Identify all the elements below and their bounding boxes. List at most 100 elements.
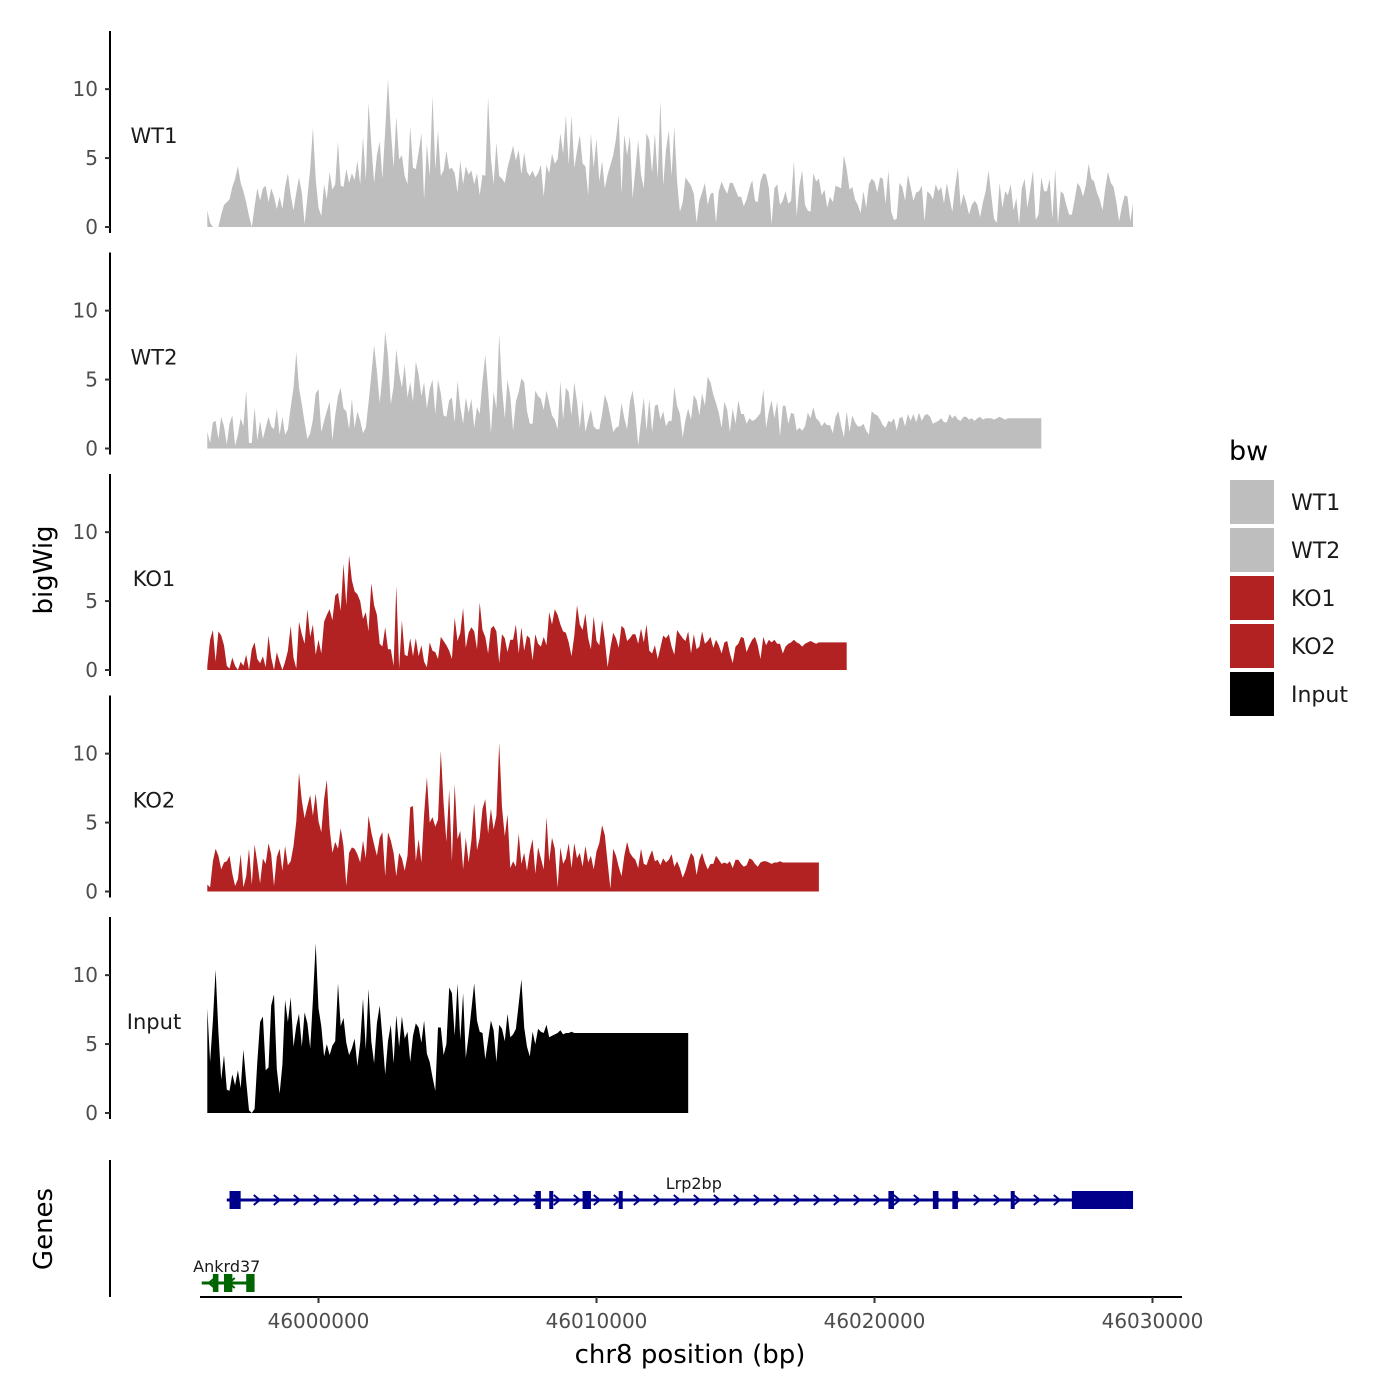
- strand-arrow: [393, 1194, 402, 1206]
- legend-label: KO2: [1291, 635, 1336, 660]
- y-axis-title: bigWig: [29, 525, 59, 614]
- y-tick-label: 10: [73, 520, 98, 544]
- strand-arrow: [713, 1194, 722, 1206]
- coverage-area: [207, 79, 1134, 227]
- legend-swatch: [1230, 576, 1274, 620]
- x-tick-label: 46000000: [268, 1309, 370, 1333]
- strand-arrow: [753, 1194, 762, 1206]
- y-tick-label: 10: [73, 299, 98, 323]
- legend-swatch: [1230, 480, 1274, 524]
- strand-arrow: [353, 1194, 362, 1206]
- track-input: 0 5 10 Input: [73, 917, 689, 1125]
- y-tick-label: 10: [73, 742, 98, 766]
- y-tick-label: 0: [85, 658, 98, 682]
- exon-block: [549, 1191, 554, 1209]
- strand-arrow: [833, 1194, 842, 1206]
- exon-block: [618, 1191, 623, 1209]
- strand-arrow: [793, 1194, 802, 1206]
- x-axis-title: chr8 position (bp): [575, 1340, 806, 1370]
- legend: bw WT1 WT2 KO1 KO2 Input: [1229, 436, 1348, 716]
- strand-arrow: [653, 1194, 662, 1206]
- exon-block: [1071, 1191, 1134, 1209]
- track-label: KO1: [133, 567, 176, 591]
- strand-arrow: [733, 1194, 742, 1206]
- legend-swatch: [1230, 672, 1274, 716]
- exon-block: [582, 1191, 591, 1209]
- track-ko1: 0 5 10 KO1: [73, 474, 847, 682]
- strand-arrow: [333, 1194, 342, 1206]
- coverage-area: [207, 742, 819, 892]
- strand-arrow: [673, 1194, 682, 1206]
- y-tick-label: 0: [85, 880, 98, 904]
- legend-title: bw: [1229, 436, 1268, 467]
- strand-arrow: [973, 1194, 982, 1206]
- x-tick-label: 46030000: [1102, 1309, 1204, 1333]
- genes-axis-title: Genes: [29, 1188, 59, 1270]
- track-label: KO2: [133, 789, 176, 813]
- strand-arrow: [207, 1277, 216, 1289]
- coverage-area: [207, 555, 847, 670]
- gene-lrp2bp: Lrp2bp: [226, 1174, 1134, 1209]
- y-tick-label: 10: [73, 963, 98, 987]
- gene-label: Ankrd37: [193, 1257, 260, 1276]
- strand-arrow: [373, 1194, 382, 1206]
- strand-arrow: [433, 1194, 442, 1206]
- x-tick-label: 46020000: [824, 1309, 926, 1333]
- strand-arrow: [693, 1194, 702, 1206]
- strand-arrow: [853, 1194, 862, 1206]
- exon-block: [246, 1274, 255, 1292]
- strand-arrow: [313, 1194, 322, 1206]
- exon-block: [888, 1191, 894, 1209]
- strand-arrow: [813, 1194, 822, 1206]
- x-tick-label: 46010000: [546, 1309, 648, 1333]
- strand-arrow: [993, 1194, 1002, 1206]
- track-label: Input: [127, 1010, 181, 1034]
- exon-block: [223, 1274, 233, 1292]
- strand-arrow: [873, 1194, 882, 1206]
- exon-block: [212, 1274, 219, 1292]
- gene-ankrd37: Ankrd37: [193, 1257, 260, 1292]
- exon-block: [952, 1191, 958, 1209]
- track-wt2: 0 5 10 WT2: [73, 252, 1042, 461]
- strand-arrow: [513, 1194, 522, 1206]
- y-tick-label: 0: [85, 1101, 98, 1125]
- strand-arrow: [413, 1194, 422, 1206]
- strand-arrow: [293, 1194, 302, 1206]
- legend-swatch: [1230, 528, 1274, 572]
- y-tick-label: 5: [85, 589, 98, 613]
- y-tick-label: 5: [85, 368, 98, 392]
- track-ko2: 0 5 10 KO2: [73, 695, 819, 904]
- strand-arrow: [633, 1194, 642, 1206]
- strand-arrow: [913, 1194, 922, 1206]
- coverage-tracks: 0 5 10 WT1 0 5 10 WT2 0 5 10 KO1 0 5 10 KO2 0 5 10 Input: [73, 31, 1134, 1125]
- y-tick-label: 0: [85, 215, 98, 239]
- strand-arrow: [773, 1194, 782, 1206]
- exon-block: [535, 1191, 541, 1209]
- gene-label: Lrp2bp: [666, 1174, 722, 1193]
- x-axis: 46000000 46010000 46020000 46030000: [200, 1296, 1204, 1333]
- y-tick-label: 10: [73, 77, 98, 101]
- y-tick-label: 5: [85, 811, 98, 835]
- strand-arrow: [453, 1194, 462, 1206]
- y-tick-label: 5: [85, 146, 98, 170]
- strand-arrow: [573, 1194, 582, 1206]
- strand-arrow: [1053, 1194, 1062, 1206]
- strand-arrow: [553, 1194, 562, 1206]
- legend-label: KO1: [1291, 587, 1336, 612]
- y-tick-label: 0: [85, 437, 98, 461]
- coverage-area: [207, 331, 1042, 449]
- exon-block: [932, 1191, 939, 1209]
- strand-arrow: [1013, 1194, 1022, 1206]
- exon-block: [1010, 1191, 1015, 1209]
- strand-arrow: [1033, 1194, 1042, 1206]
- coverage-area: [207, 943, 689, 1113]
- track-wt1: 0 5 10 WT1: [73, 31, 1134, 239]
- strand-arrow: [493, 1194, 502, 1206]
- y-tick-label: 5: [85, 1032, 98, 1056]
- track-label: WT2: [131, 346, 178, 370]
- legend-label: WT2: [1291, 539, 1340, 564]
- track-label: WT1: [131, 124, 178, 148]
- legend-label: Input: [1291, 683, 1348, 708]
- strand-arrow: [593, 1194, 602, 1206]
